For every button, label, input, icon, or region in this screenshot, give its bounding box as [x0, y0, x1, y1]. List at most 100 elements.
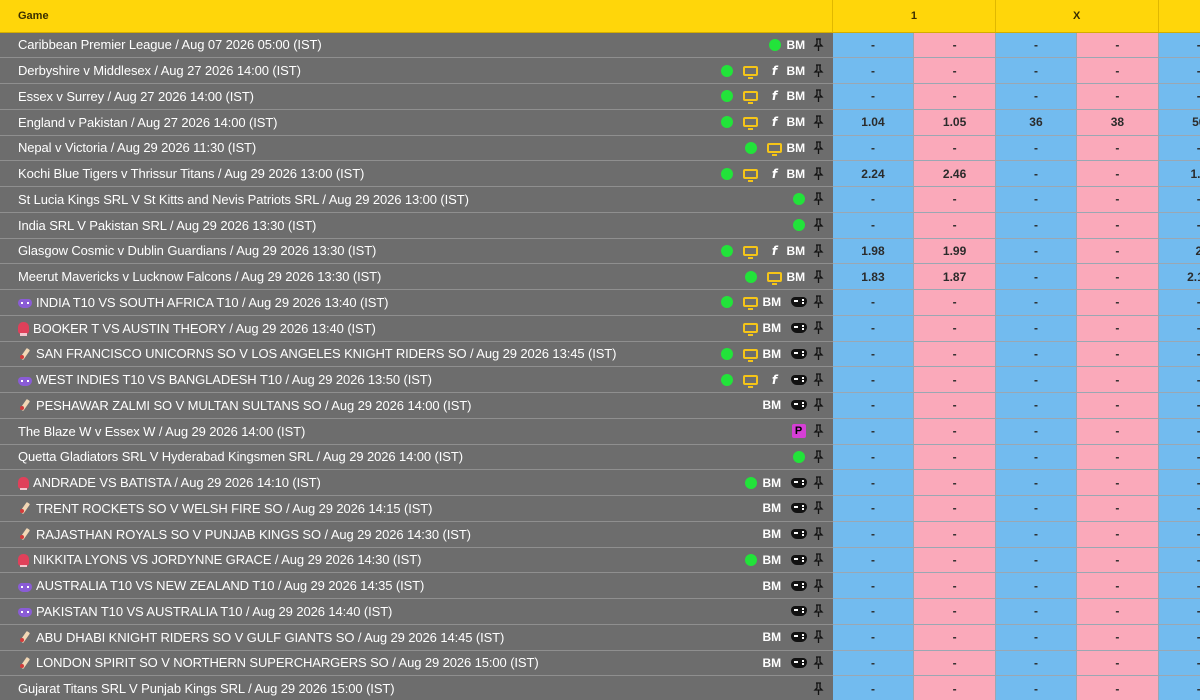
lay-1-cell[interactable]: - [913, 598, 996, 625]
lay-1-cell[interactable]: 2.46 [913, 160, 996, 187]
match-name[interactable]: Essex v Surrey / Aug 27 2026 14:00 (IST) [18, 88, 254, 104]
back-1-cell[interactable]: - [832, 675, 915, 700]
back-x-cell[interactable]: - [995, 212, 1078, 239]
pin-icon[interactable] [811, 396, 827, 414]
match-row[interactable]: Nepal v Victoria / Aug 29 2026 11:30 (IS… [0, 135, 1200, 162]
gamepad-icon[interactable] [787, 396, 811, 414]
pin-icon[interactable] [811, 474, 827, 492]
bookmaker-icon[interactable]: BM [787, 268, 811, 286]
lay-x-cell[interactable]: - [1076, 675, 1159, 700]
back-x-cell[interactable]: - [995, 572, 1078, 599]
back-x-cell[interactable]: - [995, 444, 1078, 471]
bookmaker-icon[interactable]: BM [763, 551, 787, 569]
lay-1-cell[interactable]: - [913, 289, 996, 316]
back-x-cell[interactable]: - [995, 32, 1078, 59]
match-title[interactable]: ABU DHABI KNIGHT RIDERS SO V GULF GIANTS… [18, 630, 504, 645]
match-name[interactable]: NIKKITA LYONS VS JORDYNNE GRACE / Aug 29… [33, 552, 422, 568]
lay-1-cell[interactable]: - [913, 650, 996, 677]
live-tv-icon[interactable] [739, 293, 763, 311]
match-cell[interactable]: ANDRADE VS BATISTA / Aug 29 2026 14:10 (… [0, 469, 833, 496]
bookmaker-icon[interactable]: BM [787, 36, 811, 54]
match-title[interactable]: LONDON SPIRIT SO V NORTHERN SUPERCHARGER… [18, 655, 539, 670]
match-cell[interactable]: Caribbean Premier League / Aug 07 2026 0… [0, 32, 833, 59]
match-row[interactable]: TRENT ROCKETS SO V WELSH FIRE SO / Aug 2… [0, 495, 1200, 522]
lay-x-cell[interactable]: - [1076, 521, 1159, 548]
back-x-cell[interactable]: - [995, 650, 1078, 677]
lay-1-cell[interactable]: - [913, 83, 996, 110]
match-title[interactable]: ANDRADE VS BATISTA / Aug 29 2026 14:10 (… [18, 475, 321, 491]
match-cell[interactable]: Kochi Blue Tigers v Thrissur Titans / Au… [0, 160, 833, 187]
match-title[interactable]: SAN FRANCISCO UNICORNS SO V LOS ANGELES … [18, 346, 616, 361]
live-tv-icon[interactable] [739, 165, 763, 183]
pin-icon[interactable] [811, 345, 827, 363]
match-cell[interactable]: Quetta Gladiators SRL V Hyderabad Kingsm… [0, 444, 833, 471]
lay-x-cell[interactable]: - [1076, 444, 1159, 471]
back-2-cell[interactable]: - [1158, 444, 1200, 471]
fancy-market-icon[interactable]: f [763, 242, 787, 260]
pin-icon[interactable] [811, 602, 827, 620]
pin-icon[interactable] [811, 499, 827, 517]
fancy-market-icon[interactable]: f [763, 165, 787, 183]
lay-x-cell[interactable]: - [1076, 212, 1159, 239]
bookmaker-icon[interactable]: BM [787, 242, 811, 260]
back-1-cell[interactable]: - [832, 212, 915, 239]
match-title[interactable]: Glasgow Cosmic v Dublin Guardians / Aug … [18, 243, 376, 258]
match-name[interactable]: India SRL V Pakistan SRL / Aug 29 2026 1… [18, 217, 317, 233]
match-row[interactable]: The Blaze W v Essex W / Aug 29 2026 14:0… [0, 418, 1200, 445]
back-x-cell[interactable]: - [995, 392, 1078, 419]
match-title[interactable]: Meerut Mavericks v Lucknow Falcons / Aug… [18, 269, 381, 284]
match-title[interactable]: PAKISTAN T10 VS AUSTRALIA T10 / Aug 29 2… [18, 604, 392, 619]
lay-1-cell[interactable]: - [913, 444, 996, 471]
match-row[interactable]: Glasgow Cosmic v Dublin Guardians / Aug … [0, 238, 1200, 265]
back-x-cell[interactable]: - [995, 135, 1078, 162]
lay-1-cell[interactable]: - [913, 212, 996, 239]
match-title[interactable]: TRENT ROCKETS SO V WELSH FIRE SO / Aug 2… [18, 501, 432, 516]
back-2-cell[interactable]: - [1158, 366, 1200, 393]
match-title[interactable]: WEST INDIES T10 VS BANGLADESH T10 / Aug … [18, 372, 432, 387]
back-1-cell[interactable]: - [832, 289, 915, 316]
live-tv-icon[interactable] [739, 242, 763, 260]
lay-1-cell[interactable]: - [913, 547, 996, 574]
lay-x-cell[interactable]: - [1076, 366, 1159, 393]
lay-x-cell[interactable]: - [1076, 572, 1159, 599]
match-cell[interactable]: ABU DHABI KNIGHT RIDERS SO V GULF GIANTS… [0, 624, 833, 651]
bookmaker-icon[interactable]: BM [787, 139, 811, 157]
match-cell[interactable]: St Lucia Kings SRL V St Kitts and Nevis … [0, 186, 833, 213]
back-x-cell[interactable]: - [995, 186, 1078, 213]
fancy-market-icon[interactable]: f [763, 87, 787, 105]
pin-icon[interactable] [811, 654, 827, 672]
back-2-cell[interactable]: - [1158, 289, 1200, 316]
back-1-cell[interactable]: - [832, 341, 915, 368]
match-cell[interactable]: Derbyshire v Middlesex / Aug 27 2026 14:… [0, 57, 833, 84]
gamepad-icon[interactable] [787, 551, 811, 569]
lay-x-cell[interactable]: - [1076, 547, 1159, 574]
back-1-cell[interactable]: 1.98 [832, 238, 915, 265]
back-1-cell[interactable]: - [832, 32, 915, 59]
match-name[interactable]: AUSTRALIA T10 VS NEW ZEALAND T10 / Aug 2… [36, 578, 425, 594]
lay-x-cell[interactable]: - [1076, 341, 1159, 368]
pin-icon[interactable] [811, 448, 827, 466]
pin-icon[interactable] [811, 371, 827, 389]
match-name[interactable]: Glasgow Cosmic v Dublin Guardians / Aug … [18, 243, 377, 259]
back-2-cell[interactable]: - [1158, 624, 1200, 651]
back-2-cell[interactable]: - [1158, 135, 1200, 162]
pin-icon[interactable] [811, 36, 827, 54]
gamepad-icon[interactable] [787, 525, 811, 543]
lay-1-cell[interactable]: 1.05 [913, 109, 996, 136]
back-1-cell[interactable]: - [832, 624, 915, 651]
match-row[interactable]: Caribbean Premier League / Aug 07 2026 0… [0, 32, 1200, 59]
back-2-cell[interactable]: - [1158, 521, 1200, 548]
lay-1-cell[interactable]: - [913, 469, 996, 496]
back-2-cell[interactable]: 1.7 [1158, 160, 1200, 187]
match-row[interactable]: LONDON SPIRIT SO V NORTHERN SUPERCHARGER… [0, 650, 1200, 677]
live-tv-icon[interactable] [739, 113, 763, 131]
match-title[interactable]: Gujarat Titans SRL V Punjab Kings SRL / … [18, 681, 394, 696]
back-1-cell[interactable]: - [832, 83, 915, 110]
match-name[interactable]: England v Pakistan / Aug 27 2026 14:00 (… [18, 114, 278, 130]
pin-icon[interactable] [811, 268, 827, 286]
fancy-market-icon[interactable]: f [763, 371, 787, 389]
fancy-market-icon[interactable]: f [763, 113, 787, 131]
match-title[interactable]: RAJASTHAN ROYALS SO V PUNJAB KINGS SO / … [18, 527, 471, 542]
back-x-cell[interactable]: - [995, 289, 1078, 316]
lay-x-cell[interactable]: - [1076, 392, 1159, 419]
